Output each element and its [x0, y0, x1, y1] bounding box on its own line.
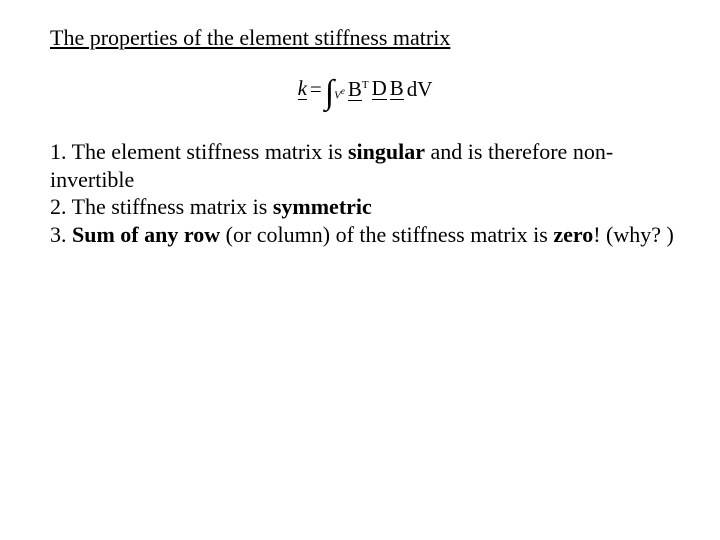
eq-integral: ∫ — [325, 79, 334, 106]
property-1: 1. The element stiffness matrix is singu… — [50, 138, 680, 193]
slide-title: The properties of the element stiffness … — [50, 25, 680, 51]
p3-bold2: zero — [553, 222, 593, 247]
p3-pre: 3. — [50, 222, 72, 247]
eq-domain-e: e — [341, 86, 345, 96]
p2-pre: 2. The stiffness matrix is — [50, 194, 273, 219]
property-2: 2. The stiffness matrix is symmetric — [50, 193, 680, 221]
eq-k: k — [298, 79, 307, 100]
eq-domain-v: V — [334, 89, 341, 101]
eq-dv: dV — [407, 77, 433, 102]
property-3: 3. Sum of any row (or column) of the sti… — [50, 221, 680, 249]
stiffness-equation: k = ∫ Ve BT D B dV — [50, 76, 680, 103]
eq-equals: = — [310, 77, 322, 102]
body-text: 1. The element stiffness matrix is singu… — [50, 138, 680, 248]
p3-post: ! (why? ) — [593, 222, 674, 247]
p1-bold: singular — [348, 139, 425, 164]
eq-d: D — [372, 79, 387, 100]
eq-b2: B — [390, 79, 404, 100]
slide-content: The properties of the element stiffness … — [0, 0, 720, 268]
p1-pre: 1. The element stiffness matrix is — [50, 139, 348, 164]
p3-mid: (or column) of the stiffness matrix is — [220, 222, 553, 247]
eq-b1: B — [348, 80, 362, 101]
eq-t-sup: T — [362, 79, 369, 91]
p3-bold1: Sum of any row — [72, 222, 220, 247]
equation-inline: k = ∫ Ve BT D B dV — [298, 76, 433, 103]
eq-bt: BT — [348, 77, 369, 102]
p2-bold: symmetric — [273, 194, 372, 219]
eq-domain: Ve — [334, 86, 345, 102]
